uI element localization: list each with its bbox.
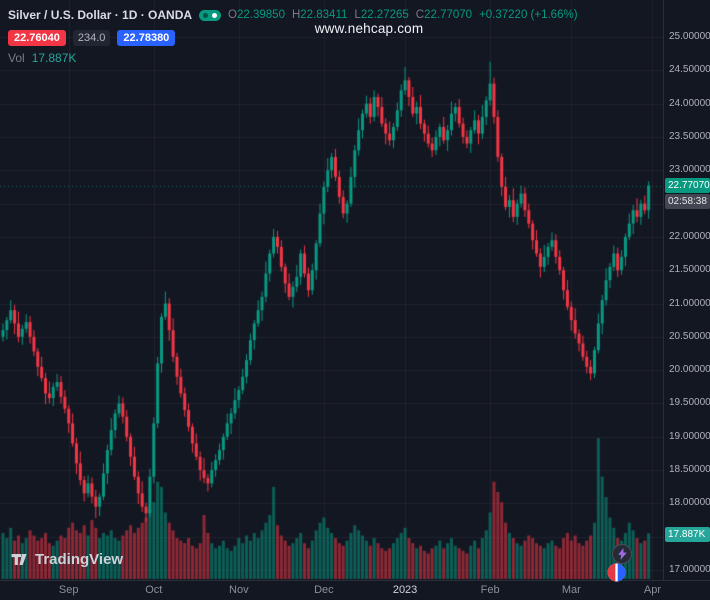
ohlc-open: O22.39850 — [228, 9, 285, 21]
visibility-toggle[interactable] — [199, 9, 222, 21]
price-tick-label: 23.00000 — [669, 164, 710, 176]
last-price-tag: 22.77070 — [665, 177, 710, 193]
price-tick-label: 19.50000 — [669, 397, 710, 409]
toggle-dot-left — [203, 12, 209, 18]
legend-row-volume: Vol 17.887K — [8, 51, 578, 65]
spread-value: 234.0 — [72, 30, 111, 46]
countdown-tag: 02:58:38 — [665, 193, 710, 209]
tradingview-logo[interactable]: TradingView — [10, 550, 123, 569]
ohlc-high: H22.83411 — [291, 9, 348, 21]
time-axis[interactable]: Sep Oct Nov Dec 2023 Feb Mar Apr — [0, 580, 710, 600]
chart-legend: Silver / U.S. Dollar · 1D · OANDA O22.39… — [8, 6, 578, 65]
buy-button[interactable]: 22.78380 — [117, 30, 176, 46]
price-tick-label: 20.00000 — [669, 364, 710, 376]
price-tick-label: 22.00000 — [669, 230, 710, 242]
price-tick-label: 20.50000 — [669, 330, 710, 342]
ohlc-close: C22.77070 — [415, 9, 473, 21]
lightning-icon — [617, 548, 627, 560]
time-tick-label: Sep — [58, 584, 79, 596]
price-tick-label: 21.50000 — [669, 264, 710, 276]
tradingview-logo-icon — [11, 553, 27, 566]
legend-row-symbol: Silver / U.S. Dollar · 1D · OANDA O22.39… — [8, 6, 578, 24]
price-tick-label: 18.00000 — [669, 497, 710, 509]
price-tick-label: 24.00000 — [669, 97, 710, 109]
time-tick-label: 2023 — [392, 584, 418, 596]
boost-button[interactable] — [612, 544, 632, 564]
watermark: www.nehcap.com — [314, 21, 424, 36]
symbol-title[interactable]: Silver / U.S. Dollar · 1D · OANDA — [8, 8, 193, 22]
time-tick-label: Nov — [229, 584, 249, 596]
change-readout: +0.37220 (+1.66%) — [479, 9, 578, 21]
price-axis[interactable]: 17.0000017.5000018.0000018.5000019.00000… — [663, 0, 710, 580]
time-tick-label: Oct — [145, 584, 163, 596]
volume-label[interactable]: Vol — [8, 51, 25, 65]
time-tick-label: Feb — [480, 584, 500, 596]
ohlc-low: L22.27265 — [354, 9, 409, 21]
sell-button[interactable]: 22.76040 — [8, 30, 66, 46]
time-tick-label: Mar — [561, 584, 581, 596]
price-tick-label: 25.00000 — [669, 31, 710, 42]
legend-row-trade: 22.76040 234.0 22.78380 — [8, 30, 578, 46]
time-tick-label: Dec — [314, 584, 334, 596]
tradingview-logo-text: TradingView — [35, 551, 124, 568]
price-tick-label: 19.00000 — [669, 430, 710, 442]
price-tick-label: 18.50000 — [669, 464, 710, 476]
toggle-dot-right — [212, 12, 218, 18]
volume-tag: 17.887K — [665, 527, 710, 543]
price-tick-label: 24.50000 — [669, 64, 710, 76]
red-blue-ball-icon — [607, 563, 626, 582]
price-tick-label: 21.00000 — [669, 297, 710, 309]
flag-button[interactable] — [607, 563, 626, 582]
time-tick-label: Apr — [643, 584, 662, 596]
price-tick-label: 17.00000 — [669, 564, 710, 575]
volume-value: 17.887K — [31, 51, 77, 65]
price-tick-label: 23.50000 — [669, 130, 710, 142]
